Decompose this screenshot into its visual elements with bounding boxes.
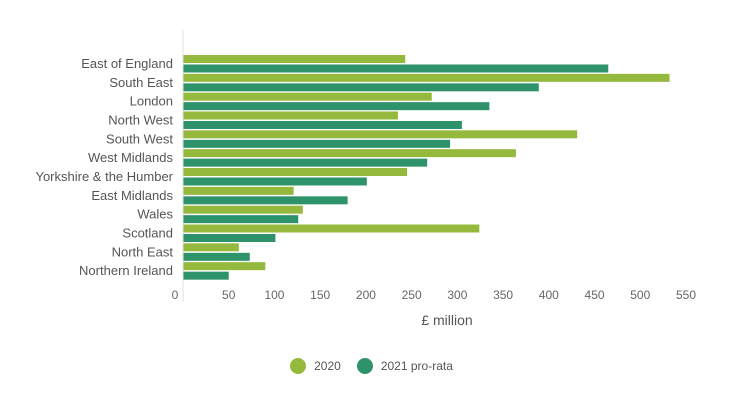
category-labels: East of England South East London North Wes…: [35, 56, 173, 278]
bar-2021-wales: [183, 215, 299, 224]
x-tick-label: 550: [676, 288, 696, 302]
bars-group: [183, 55, 670, 280]
category-label: Yorkshire & the Humber: [35, 169, 173, 184]
bar-2021-east-midlands: [183, 196, 348, 205]
x-tick-label: 500: [630, 288, 650, 302]
bar-2020-yorkshire-the-humber: [183, 168, 408, 176]
x-tick-labels: 0 50 100 150 200 250 300 350 400 450 500 550: [172, 288, 697, 302]
x-tick-label: 200: [356, 288, 376, 302]
legend-item-2020: 2020: [290, 358, 341, 374]
bar-2020-south-west: [183, 130, 578, 139]
legend-label-2021: 2021 pro-rata: [380, 359, 453, 373]
bar-2021-west-midlands: [183, 158, 428, 167]
legend-swatch-2021: [356, 358, 373, 374]
bar-2021-south-west: [183, 139, 451, 148]
x-tick-label: 350: [493, 288, 513, 302]
bar-2021-north-east: [183, 252, 250, 261]
category-label: East of England: [81, 56, 173, 71]
bar-2021-scotland: [183, 234, 276, 242]
bar-2021-east-of-england: [183, 64, 609, 73]
category-label: East Midlands: [91, 188, 173, 203]
bar-2020-west-midlands: [183, 149, 516, 158]
category-label: South West: [106, 131, 173, 146]
legend-item-2021: 2021 pro-rata: [356, 358, 453, 374]
x-tick-label: 300: [447, 288, 467, 302]
bar-2020-east-midlands: [183, 186, 294, 195]
bar-2020-north-west: [183, 111, 398, 120]
x-tick-label: 0: [172, 288, 179, 302]
category-label: Scotland: [122, 225, 173, 240]
legend-swatch-2020: [290, 358, 307, 374]
bar-2020-wales: [183, 205, 303, 214]
legend: 2020 2021 pro-rata: [0, 358, 743, 374]
category-label: North West: [108, 112, 173, 127]
bar-2020-east-of-england: [183, 55, 406, 63]
category-label: West Midlands: [88, 150, 174, 165]
bar-2021-yorkshire-the-humber: [183, 177, 367, 186]
x-tick-label: 400: [539, 288, 559, 302]
bar-2020-scotland: [183, 224, 480, 233]
bar-2021-london: [183, 102, 490, 111]
category-label: London: [130, 94, 173, 109]
legend-label-2020: 2020: [314, 359, 341, 373]
bar-2020-northern-ireland: [183, 262, 266, 271]
category-label: Northern Ireland: [79, 263, 173, 278]
x-tick-label: 150: [310, 288, 330, 302]
bar-2020-south-east: [183, 73, 670, 82]
category-label: North East: [112, 244, 174, 259]
x-tick-label: 450: [585, 288, 605, 302]
category-label: South East: [109, 75, 173, 90]
x-axis-title: £ million: [421, 312, 472, 328]
bar-2021-north-west: [183, 121, 462, 129]
bar-2021-northern-ireland: [183, 271, 229, 280]
x-tick-label: 100: [264, 288, 284, 302]
category-label: Wales: [137, 207, 173, 222]
bar-2020-london: [183, 92, 432, 101]
bar-2020-north-east: [183, 243, 239, 252]
x-tick-label: 250: [402, 288, 422, 302]
bar-2021-south-east: [183, 83, 539, 92]
x-tick-label: 50: [222, 288, 236, 302]
